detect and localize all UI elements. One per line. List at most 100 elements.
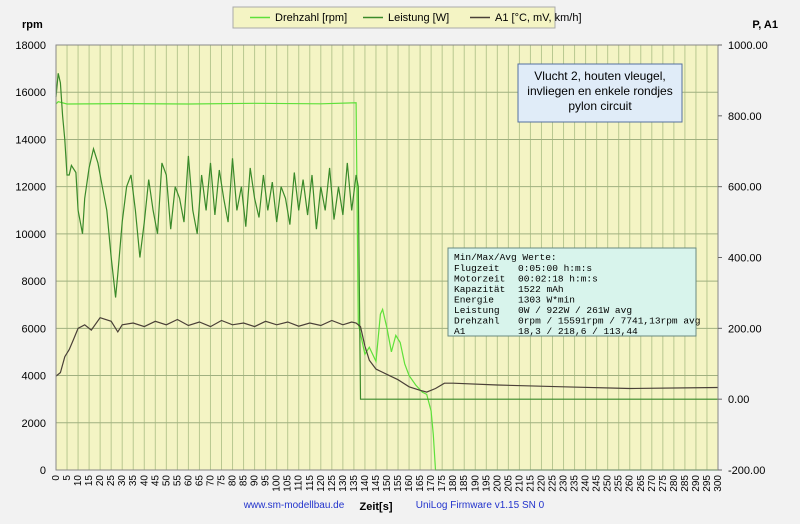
- x-tick-label: 300: [713, 475, 724, 492]
- y2-axis-label: P, A1: [752, 19, 778, 31]
- x-tick-label: 65: [194, 475, 205, 487]
- x-tick-label: 5: [62, 475, 73, 481]
- x-tick-label: 140: [360, 475, 371, 492]
- x-tick-label: 285: [680, 475, 691, 492]
- x-tick-label: 215: [525, 475, 536, 492]
- stats-key: A1: [454, 326, 466, 337]
- x-tick-label: 250: [603, 475, 614, 492]
- stats-key: Motorzeit: [454, 274, 505, 285]
- x-tick-label: 270: [647, 475, 658, 492]
- x-tick-label: 0: [51, 475, 62, 481]
- stats-value: 0rpm / 15591rpm / 7741,13rpm avg: [518, 316, 700, 327]
- x-tick-label: 150: [382, 475, 393, 492]
- series-line: [55, 316, 719, 393]
- x-tick-label: 245: [592, 475, 603, 492]
- stats-value: 18,3 / 218,6 / 113,44: [518, 326, 638, 337]
- x-tick-label: 125: [327, 475, 338, 492]
- x-axis-label: Zeit[s]: [360, 501, 393, 513]
- stats-value: 0W / 922W / 261W avg: [518, 305, 632, 316]
- series-line: [55, 73, 718, 400]
- x-tick-label: 145: [371, 475, 382, 492]
- x-tick-label: 40: [139, 475, 150, 487]
- x-tick-label: 120: [316, 475, 327, 492]
- x-tick-label: 160: [404, 475, 415, 492]
- x-tick-label: 175: [437, 475, 448, 492]
- series-line: [55, 101, 718, 471]
- x-tick-label: 135: [349, 475, 360, 492]
- annotation-line: pylon circuit: [568, 99, 632, 113]
- annotation-line: Vlucht 2, houten vleugel,: [534, 69, 665, 83]
- x-tick-label: 180: [448, 475, 459, 492]
- x-tick-label: 230: [559, 475, 570, 492]
- x-tick-label: 205: [503, 475, 514, 492]
- x-tick-label: 210: [514, 475, 525, 492]
- x-tick-label: 190: [470, 475, 481, 492]
- x-tick-label: 295: [702, 475, 713, 492]
- legend-label: Drehzahl [rpm]: [275, 12, 347, 24]
- footer-right: UniLog Firmware v1.15 SN 0: [416, 500, 545, 511]
- x-tick-label: 100: [272, 475, 283, 492]
- x-tick-label: 20: [95, 475, 106, 487]
- x-tick-label: 220: [536, 475, 547, 492]
- x-tick-label: 185: [459, 475, 470, 492]
- x-tick-label: 50: [161, 475, 172, 487]
- stats-value: 1522 mAh: [518, 284, 564, 295]
- y-tick-label: 12000: [15, 182, 46, 194]
- y2-tick-label: -200.00: [728, 465, 765, 477]
- x-tick-label: 70: [205, 475, 216, 487]
- x-tick-label: 225: [548, 475, 559, 492]
- x-tick-label: 10: [73, 475, 84, 487]
- x-tick-label: 170: [426, 475, 437, 492]
- y2-tick-label: 0.00: [728, 394, 749, 406]
- x-tick-label: 280: [669, 475, 680, 492]
- x-tick-label: 35: [128, 475, 139, 487]
- stats-value: 1303 W*min: [518, 295, 575, 306]
- x-tick-label: 105: [283, 475, 294, 492]
- x-tick-label: 95: [261, 475, 272, 487]
- x-tick-label: 55: [172, 475, 183, 487]
- legend: [232, 6, 556, 29]
- stats-key: Kapazität: [454, 284, 505, 295]
- stats-box: [447, 247, 697, 337]
- y-tick-label: 14000: [15, 134, 46, 146]
- stats-key: Energie: [454, 295, 494, 306]
- y-tick-label: 8000: [22, 276, 46, 288]
- x-tick-label: 255: [614, 475, 625, 492]
- legend-label: Leistung [W]: [388, 12, 449, 24]
- x-tick-label: 260: [625, 475, 636, 492]
- x-tick-label: 85: [239, 475, 250, 487]
- x-tick-label: 130: [338, 475, 349, 492]
- x-tick-label: 275: [658, 475, 669, 492]
- x-tick-label: 45: [150, 475, 161, 487]
- y-tick-label: 0: [40, 465, 46, 477]
- legend-label: A1 [°C, mV, km/h]: [495, 12, 582, 24]
- y-tick-label: 10000: [15, 229, 46, 241]
- stats-key: Leistung: [454, 305, 500, 316]
- y-tick-label: 2000: [22, 418, 46, 430]
- x-tick-label: 60: [183, 475, 194, 487]
- stats-key: Flugzeit: [454, 263, 500, 274]
- x-tick-label: 200: [492, 475, 503, 492]
- y-tick-label: 18000: [15, 40, 46, 52]
- x-tick-label: 265: [636, 475, 647, 492]
- x-tick-label: 15: [84, 475, 95, 487]
- x-tick-label: 290: [691, 475, 702, 492]
- stats-title: Min/Max/Avg Werte:: [454, 252, 557, 263]
- y-axis-label: rpm: [22, 19, 43, 31]
- y2-tick-label: 200.00: [728, 323, 762, 335]
- y-tick-label: 4000: [22, 371, 46, 383]
- x-tick-label: 195: [481, 475, 492, 492]
- x-tick-label: 110: [294, 475, 305, 491]
- x-tick-label: 75: [217, 475, 228, 487]
- x-tick-label: 90: [250, 475, 261, 487]
- stats-key: Drehzahl: [454, 316, 500, 327]
- annotation-box: [517, 63, 683, 123]
- x-tick-label: 30: [117, 475, 128, 487]
- y2-tick-label: 1000.00: [728, 40, 768, 52]
- y2-tick-label: 400.00: [728, 253, 762, 265]
- x-tick-label: 115: [305, 475, 316, 491]
- x-tick-label: 25: [106, 475, 117, 487]
- lines: [55, 73, 719, 471]
- footer-left: www.sm-modellbau.de: [243, 500, 345, 511]
